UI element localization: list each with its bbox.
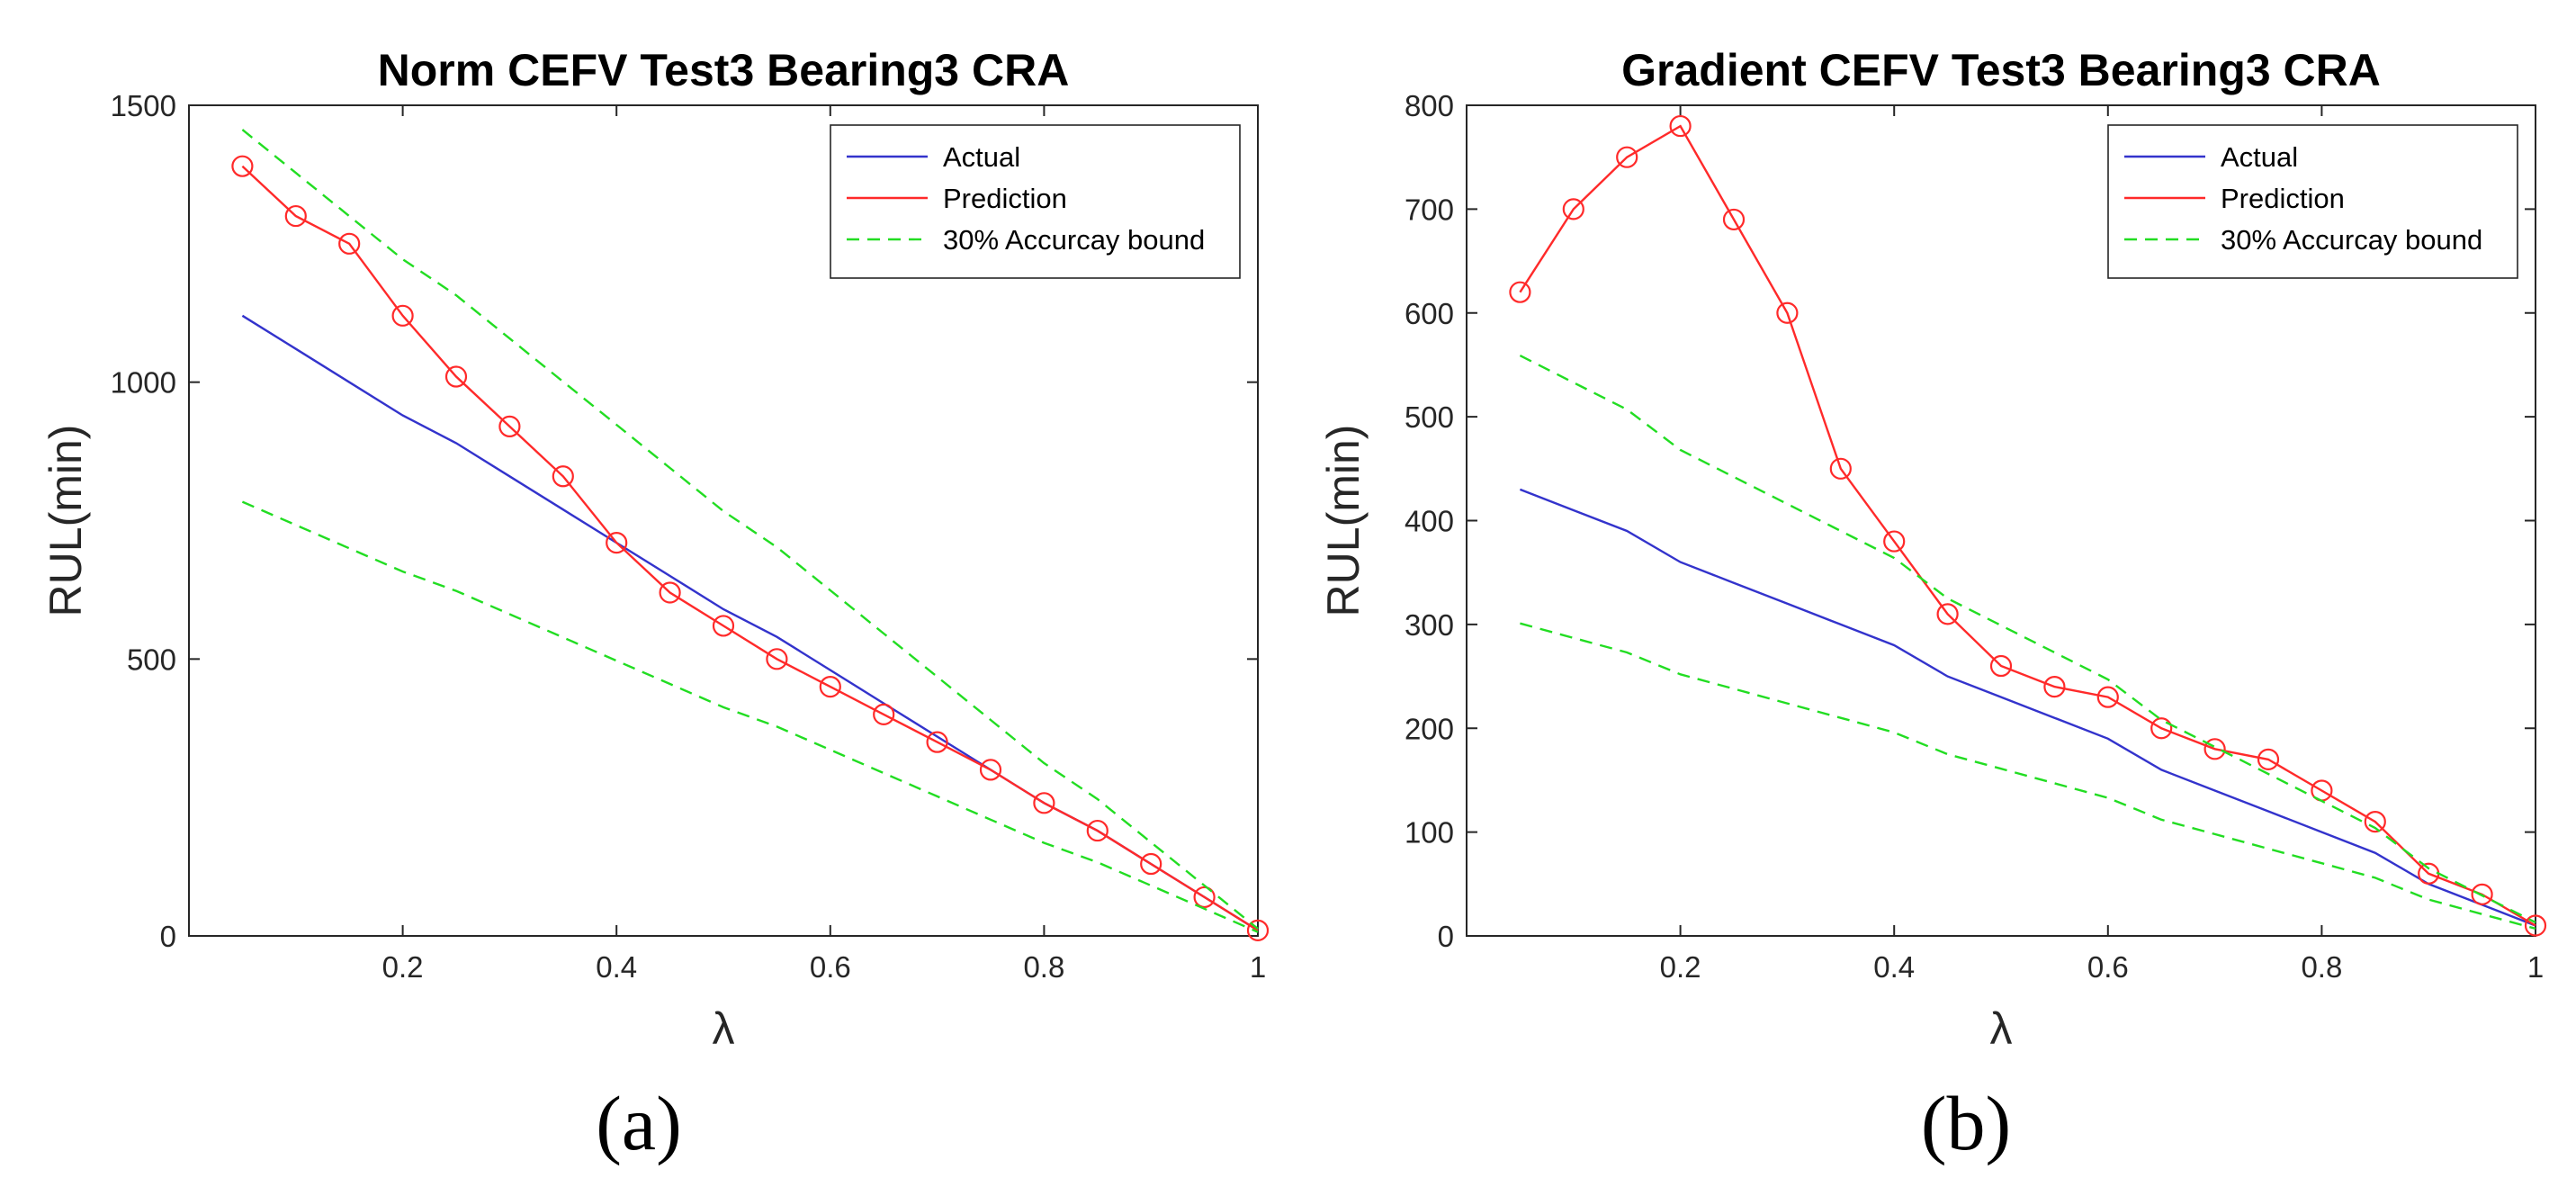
x-tick-label: 1 (1250, 950, 1266, 984)
data-point (1669, 114, 1692, 138)
data-point (1936, 603, 1959, 625)
x-tick-label: 0.2 (382, 950, 424, 984)
data-point (2257, 748, 2280, 770)
data-point (1829, 457, 1852, 480)
y-tick-label: 100 (1405, 816, 1454, 850)
data-point (1193, 886, 1216, 909)
legend-label: 30% Accurcay bound (943, 224, 1205, 256)
data-point (979, 759, 1002, 781)
legend-label: 30% Accurcay bound (2221, 224, 2482, 256)
data-point (2524, 914, 2547, 937)
legend-label: Prediction (2221, 183, 2345, 214)
data-point (1086, 819, 1108, 842)
x-tick-label: 0.2 (1660, 950, 1701, 984)
data-point (1776, 301, 1799, 324)
chart-title: Gradient CEFV Test3 Bearing3 CRA (1621, 45, 2381, 95)
legend-box (830, 124, 1241, 279)
y-tick-label: 1000 (111, 366, 176, 400)
y-tick-label: 200 (1405, 712, 1454, 745)
x-axis-label: λ (1990, 1003, 2013, 1054)
data-point (873, 703, 895, 725)
data-point (1989, 654, 2013, 678)
y-tick-label: 500 (1405, 400, 1454, 434)
data-point (552, 465, 574, 488)
x-tick-label: 0.8 (2301, 950, 2342, 984)
data-point (712, 615, 735, 637)
x-axis-label: λ (713, 1003, 735, 1054)
data-point (659, 581, 681, 604)
series-line-2 (241, 129, 1259, 930)
legend-label: Prediction (943, 183, 1067, 214)
series-line-3 (1520, 622, 2536, 931)
data-point (284, 204, 307, 228)
data-point (1033, 792, 1055, 814)
y-tick-label: 1500 (111, 89, 176, 122)
legend-label: Actual (2221, 141, 2298, 173)
y-axis-label: RUL(min) (1318, 425, 1369, 617)
data-point (1883, 530, 1906, 553)
x-tick-label: 1 (2527, 950, 2544, 984)
legend-label: Actual (943, 141, 1020, 173)
series-line-2 (1519, 355, 2536, 924)
data-point (231, 155, 254, 177)
data-point (2043, 675, 2066, 698)
panel-label-a: (a) (596, 1080, 682, 1166)
panel-label-b: (b) (1920, 1080, 2012, 1166)
chart-title: Norm CEFV Test3 Bearing3 CRA (378, 45, 1070, 95)
y-tick-label: 400 (1405, 505, 1454, 538)
y-tick-label: 600 (1405, 297, 1454, 330)
y-tick-label: 0 (1438, 920, 1454, 953)
y-tick-label: 300 (1405, 608, 1454, 642)
legend-box (2107, 124, 2518, 279)
x-tick-label: 0.6 (2087, 950, 2129, 984)
data-point (1140, 852, 1162, 876)
data-point (1509, 281, 1531, 303)
x-tick-label: 0.4 (596, 950, 637, 984)
data-point (338, 232, 361, 255)
x-tick-label: 0.8 (1023, 950, 1064, 984)
x-tick-label: 0.6 (810, 950, 851, 984)
chart-a: Norm CEFV Test3 Bearing3 CRA 0.2 0.4 0.6 0.8… (40, 45, 1270, 1054)
y-tick-label: 0 (160, 920, 176, 953)
data-point (926, 731, 948, 753)
data-point (1722, 208, 1746, 231)
figure: Norm CEFV Test3 Bearing3 CRA 0.2 0.4 0.6 0.8… (40, 45, 2547, 1054)
data-point (391, 304, 414, 327)
data-point (2364, 810, 2386, 833)
data-point (498, 415, 521, 437)
data-point (1562, 198, 1584, 220)
data-point (1616, 146, 1638, 168)
data-point (1246, 919, 1270, 941)
y-axis-label: RUL(min) (40, 425, 91, 617)
x-tick-label: 0.4 (1873, 950, 1915, 984)
data-point (819, 675, 841, 698)
data-point (2471, 883, 2493, 905)
data-point (766, 648, 788, 670)
chart-b: Gradient CEFV Test3 Bearing3 CRA 0.2 0.4 0.… (1318, 45, 2547, 1054)
y-tick-label: 700 (1405, 193, 1454, 226)
series-line-0 (1519, 488, 2536, 927)
data-point (444, 365, 468, 388)
y-tick-label: 500 (127, 643, 176, 676)
data-point (2096, 686, 2119, 708)
series-line-3 (241, 500, 1259, 933)
data-point (606, 532, 628, 554)
data-point (2204, 738, 2226, 760)
data-point (2150, 717, 2173, 740)
y-tick-label: 800 (1405, 89, 1454, 122)
